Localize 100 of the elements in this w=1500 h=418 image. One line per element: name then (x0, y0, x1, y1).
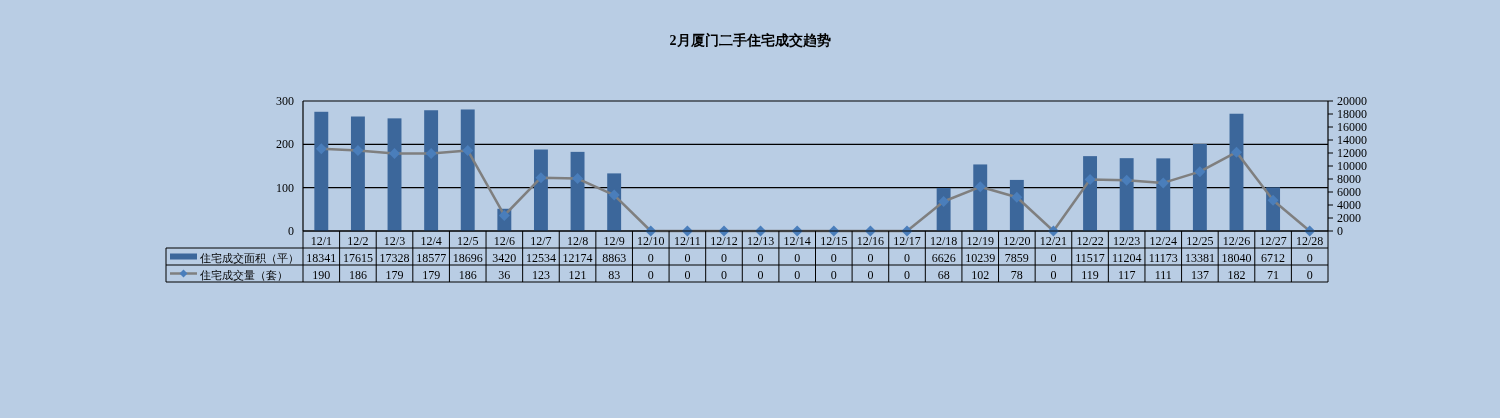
data-label: 190 (312, 267, 331, 282)
data-label: 3420 (492, 250, 517, 265)
data-label: 18696 (452, 250, 483, 265)
data-label: 137 (1190, 267, 1209, 282)
x-tick: 12/19 (966, 233, 994, 248)
y2-tick: 12000 (1337, 146, 1367, 160)
data-label: 121 (568, 267, 587, 282)
data-label: 0 (867, 267, 874, 282)
y2-tick: 16000 (1337, 120, 1367, 134)
data-label: 186 (458, 267, 477, 282)
x-tick: 12/18 (929, 233, 958, 248)
data-label: 17328 (379, 250, 410, 265)
data-label: 18341 (306, 250, 337, 265)
data-label: 10239 (965, 250, 996, 265)
x-tick: 12/1 (310, 233, 332, 248)
y2-tick: 6000 (1337, 185, 1361, 199)
x-tick: 12/14 (783, 233, 811, 248)
x-tick: 12/16 (856, 233, 885, 248)
data-label: 0 (721, 250, 727, 265)
data-label: 83 (608, 267, 621, 282)
x-tick: 12/24 (1149, 233, 1177, 248)
x-tick: 12/26 (1222, 233, 1251, 248)
data-label: 36 (498, 267, 511, 282)
data-label: 186 (348, 267, 367, 282)
y-tick: 200 (276, 137, 294, 152)
data-label: 18040 (1221, 250, 1252, 265)
x-tick: 12/20 (1003, 233, 1031, 248)
data-label: 18577 (416, 250, 447, 265)
data-label: 179 (422, 267, 441, 282)
data-label: 71 (1267, 267, 1280, 282)
x-tick: 12/6 (493, 233, 515, 248)
y2-tick: 2000 (1337, 211, 1361, 225)
x-tick: 12/28 (1296, 233, 1324, 248)
data-label: 0 (721, 267, 727, 282)
x-tick: 12/12 (710, 233, 738, 248)
data-label: 0 (757, 250, 764, 265)
x-tick: 12/23 (1113, 233, 1141, 248)
data-label: 179 (385, 267, 404, 282)
y-tick: 300 (276, 94, 294, 108)
data-label: 8863 (602, 250, 627, 265)
data-label: 0 (904, 250, 910, 265)
data-label: 0 (1306, 250, 1313, 265)
x-tick: 12/4 (420, 233, 442, 248)
x-tick: 12/13 (746, 233, 775, 248)
data-label: 68 (937, 267, 950, 282)
legend-label: 住宅成交量（套） (200, 268, 288, 281)
data-label: 17615 (342, 250, 373, 265)
x-tick: 12/17 (893, 233, 921, 248)
data-label: 12534 (525, 250, 556, 265)
data-label: 0 (647, 267, 654, 282)
data-label: 0 (904, 267, 910, 282)
data-label: 0 (684, 267, 691, 282)
data-label: 0 (794, 250, 801, 265)
y-tick: 100 (276, 180, 294, 195)
x-tick: 12/7 (530, 233, 552, 248)
data-label: 0 (647, 250, 654, 265)
y2-tick: 14000 (1337, 133, 1367, 147)
data-label: 11173 (1148, 250, 1178, 265)
y2-tick: 8000 (1337, 172, 1361, 186)
data-label: 111 (1154, 267, 1172, 282)
data-label: 6712 (1261, 250, 1286, 265)
x-tick: 12/15 (820, 233, 848, 248)
data-label: 13381 (1184, 250, 1215, 265)
y2-tick: 20000 (1337, 94, 1367, 108)
data-label: 11204 (1111, 250, 1142, 265)
data-label: 0 (1050, 267, 1057, 282)
x-tick: 12/11 (673, 233, 701, 248)
x-tick: 12/3 (383, 233, 406, 248)
data-label: 0 (1306, 267, 1313, 282)
y2-tick: 18000 (1337, 107, 1367, 121)
data-label: 12174 (562, 250, 593, 265)
data-label: 117 (1117, 267, 1136, 282)
data-label: 0 (757, 267, 764, 282)
data-label: 119 (1081, 267, 1099, 282)
x-tick: 12/25 (1186, 233, 1214, 248)
x-tick: 12/8 (566, 233, 589, 248)
data-label: 123 (531, 267, 550, 282)
x-tick: 12/21 (1039, 233, 1068, 248)
x-tick: 12/2 (347, 233, 369, 248)
x-tick: 12/27 (1259, 233, 1287, 248)
y-tick: 0 (288, 224, 294, 238)
data-label: 0 (1050, 250, 1057, 265)
legend-label: 住宅成交面积（平） (200, 251, 299, 264)
y2-tick: 4000 (1337, 198, 1361, 212)
x-tick: 12/9 (603, 233, 625, 248)
data-label: 6626 (931, 250, 956, 265)
data-label: 0 (794, 267, 801, 282)
data-label: 182 (1227, 267, 1246, 282)
data-label: 0 (867, 250, 874, 265)
x-tick: 12/5 (457, 233, 479, 248)
data-label: 0 (830, 250, 837, 265)
y2-tick: 10000 (1337, 159, 1367, 173)
title: 2月厦门二手住宅成交趋势 (669, 32, 831, 48)
data-label: 7859 (1004, 250, 1029, 265)
x-tick: 12/10 (637, 233, 665, 248)
x-tick: 12/22 (1076, 233, 1104, 248)
data-label: 78 (1010, 267, 1023, 282)
data-label: 102 (971, 267, 990, 282)
data-label: 11517 (1075, 250, 1105, 265)
y2-tick: 0 (1337, 224, 1343, 238)
